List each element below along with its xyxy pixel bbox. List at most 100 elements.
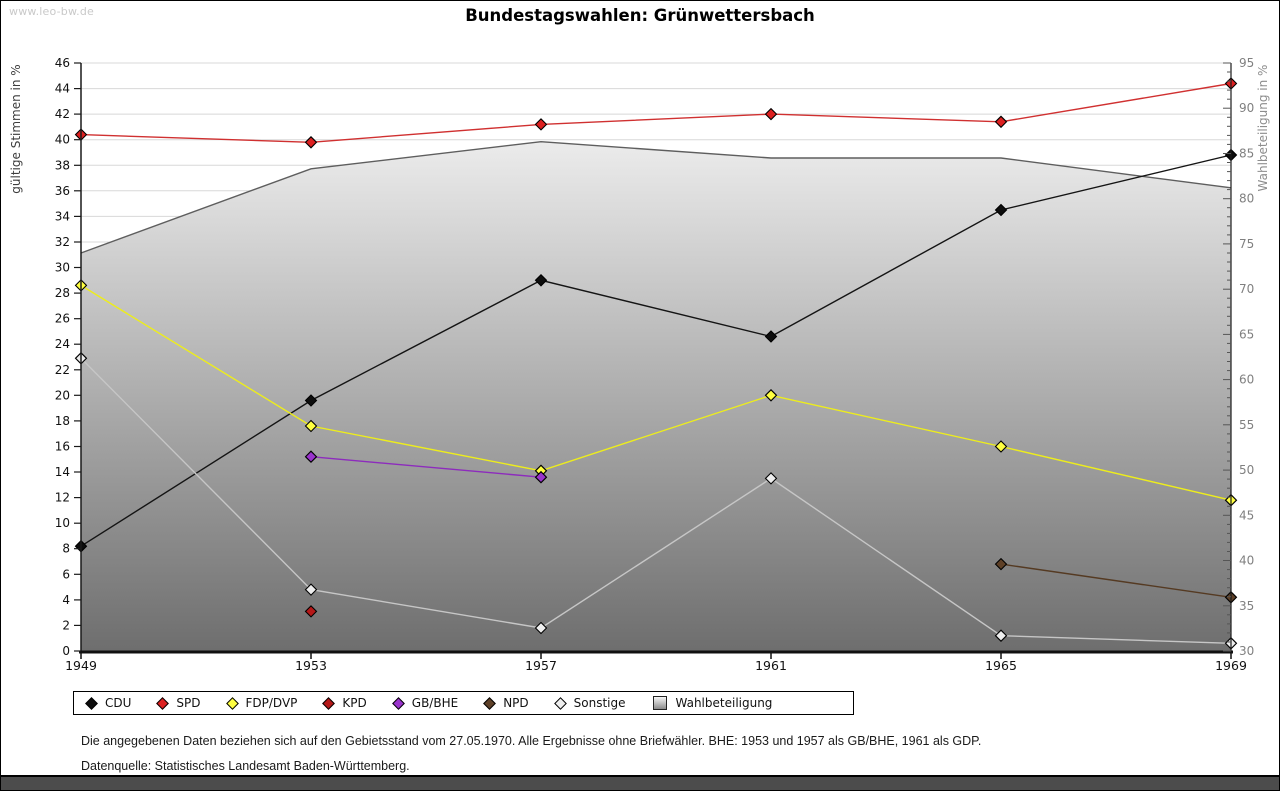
svg-text:0: 0 (62, 644, 70, 658)
bottom-window-edge (1, 775, 1279, 790)
data-point (304, 394, 318, 407)
svg-text:1953: 1953 (295, 658, 327, 673)
data-point (304, 583, 318, 596)
data-point (994, 203, 1008, 217)
data-point (534, 274, 548, 287)
svg-text:60: 60 (1239, 373, 1254, 387)
left-axis-ticks: 0246810121416182022242628303234363840424… (55, 56, 81, 658)
right-axis-title: Wahlbeteiligung in % (1256, 64, 1270, 192)
watermark-leo-bw: www.leo-bw.de (9, 5, 95, 18)
turnout-area-edge (80, 140, 1232, 254)
svg-text:80: 80 (1239, 192, 1254, 206)
svg-text:1957: 1957 (525, 658, 557, 673)
svg-text:36: 36 (55, 184, 70, 198)
legend-item-spd: SPD (156, 696, 201, 710)
series-line-NPD (1000, 563, 1232, 598)
svg-text:10: 10 (55, 516, 70, 530)
data-point (764, 330, 778, 343)
right-axis-ticks: 30 35 40 45 50 55 60 65 70 75 80 85 90 95 (1223, 56, 1254, 658)
legend-item-fdp-dvp: FDP/DVP (225, 696, 298, 710)
diamond-icon (553, 696, 567, 710)
series-points-GB-BHE (304, 450, 548, 484)
data-point (764, 472, 778, 485)
svg-text:45: 45 (1239, 508, 1254, 522)
svg-text:32: 32 (55, 235, 70, 249)
legend-item-npd: NPD (483, 696, 529, 710)
legend-label: Wahlbeteiligung (675, 696, 773, 710)
svg-text:42: 42 (55, 107, 70, 121)
svg-text:24: 24 (55, 337, 70, 351)
data-point (764, 107, 778, 121)
svg-text:26: 26 (55, 312, 70, 326)
diamond-icon (483, 696, 497, 710)
series-line-FDP-DVP (80, 284, 1232, 501)
svg-text:30: 30 (55, 261, 70, 275)
svg-text:70: 70 (1239, 282, 1254, 296)
svg-text:8: 8 (62, 542, 70, 556)
data-point (304, 419, 318, 433)
svg-text:90: 90 (1239, 101, 1254, 115)
turnout-square-icon (652, 696, 667, 710)
series-points-KPD (304, 605, 318, 618)
data-point (994, 629, 1008, 642)
svg-text:22: 22 (55, 363, 70, 377)
series-line-Sonstige (80, 357, 1232, 644)
diamond-icon (225, 696, 239, 710)
svg-text:30: 30 (1239, 644, 1254, 658)
svg-text:16: 16 (55, 440, 70, 454)
x-axis-ticks: 1949 1953 1957 1961 1965 1969 (65, 653, 1247, 673)
diamond-icon (391, 696, 405, 710)
svg-text:1969: 1969 (1215, 658, 1247, 673)
svg-text:46: 46 (55, 56, 70, 70)
svg-text:75: 75 (1239, 237, 1254, 251)
diamond-icon (156, 696, 170, 710)
data-point (994, 115, 1008, 129)
chart-legend: CDU SPD FDP/DVP KPD GB/BHE NPD Sonstige Wahlbet… (73, 691, 854, 715)
data-point (304, 605, 318, 618)
svg-text:65: 65 (1239, 327, 1254, 341)
series-line-SPD (80, 82, 1232, 144)
legend-item-cdu: CDU (85, 696, 131, 710)
legend-item-kpd: KPD (322, 696, 367, 710)
svg-text:28: 28 (55, 286, 70, 300)
svg-text:14: 14 (55, 465, 70, 479)
data-point (534, 470, 548, 484)
legend-label: Sonstige (573, 696, 626, 710)
svg-text:6: 6 (62, 567, 70, 581)
legend-item-gb-bhe: GB/BHE (391, 696, 459, 710)
svg-text:1961: 1961 (755, 658, 787, 673)
footnote-gebietsstand: Die angegebenen Daten beziehen sich auf … (81, 734, 982, 748)
legend-label: SPD (176, 696, 201, 710)
svg-text:12: 12 (55, 491, 70, 505)
svg-text:44: 44 (55, 82, 70, 96)
data-point (994, 440, 1008, 453)
series-line-CDU (80, 154, 1232, 547)
svg-text:2: 2 (62, 618, 70, 632)
svg-text:20: 20 (55, 388, 70, 402)
legend-label: FDP/DVP (245, 696, 298, 710)
legend-label: GB/BHE (411, 696, 459, 710)
page-title: Bundestagswahlen: Grünwettersbach (465, 6, 815, 25)
svg-text:40: 40 (55, 133, 70, 147)
svg-text:38: 38 (55, 158, 70, 172)
data-point (304, 450, 318, 463)
svg-text:1965: 1965 (985, 658, 1017, 673)
diamond-icon (322, 696, 336, 710)
svg-text:35: 35 (1239, 599, 1254, 613)
svg-text:34: 34 (55, 209, 70, 223)
svg-text:95: 95 (1239, 56, 1254, 70)
turnout-area (81, 141, 1231, 651)
data-point (534, 118, 548, 131)
legend-label: NPD (503, 696, 529, 710)
footnote-datenquelle: Datenquelle: Statistisches Landesamt Bad… (81, 759, 410, 773)
svg-text:1949: 1949 (65, 658, 97, 673)
series-line-GB-BHE (310, 456, 542, 478)
svg-text:50: 50 (1239, 463, 1254, 477)
svg-text:4: 4 (62, 593, 70, 607)
svg-text:55: 55 (1239, 418, 1254, 432)
legend-label: KPD (342, 696, 367, 710)
election-line-chart: 0246810121416182022242628303234363840424… (55, 56, 1255, 673)
data-point (994, 557, 1008, 571)
data-point (764, 389, 778, 402)
